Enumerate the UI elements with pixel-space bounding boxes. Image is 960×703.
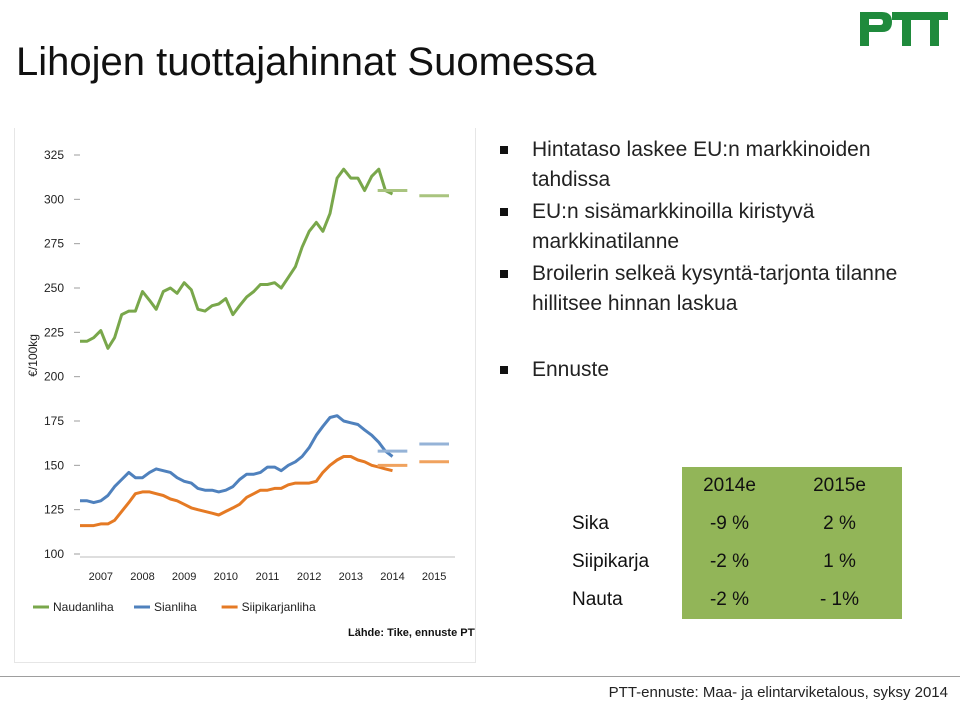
x-tick-label: 2011	[256, 571, 280, 583]
table-row: Sika -9 % 2 %	[562, 505, 902, 543]
x-tick-label: 2009	[172, 571, 196, 583]
bullet-square-icon	[500, 270, 508, 278]
footer-divider	[0, 676, 960, 677]
x-tick-label: 2012	[297, 571, 321, 583]
forecast-layer	[377, 188, 449, 467]
x-tick-label: 2015	[422, 571, 446, 583]
series-line-sianliha	[80, 414, 394, 505]
table-row: Nauta -2 % - 1%	[562, 581, 902, 619]
cell-2014: -2 %	[682, 581, 777, 619]
y-tick-label: 200	[44, 370, 64, 384]
x-tick-label: 2013	[339, 571, 363, 583]
series-layer	[80, 167, 394, 528]
cell-2014: -9 %	[682, 505, 777, 543]
row-label: Sika	[562, 505, 682, 543]
row-label: Siipikarja	[562, 543, 682, 581]
y-axis: 100 125 150 175 200 225 250 275 300 325	[44, 148, 80, 561]
y-tick-label: 300	[44, 192, 64, 206]
series-line-siipikarjanliha	[80, 455, 393, 528]
forecast-table: 2014e 2015e Sika -9 % 2 % Siipikarja -2 …	[562, 467, 902, 619]
y-tick-label: 250	[44, 281, 64, 295]
bullet-item: EU:n sisämarkkinoilla kiristyvä markkina…	[500, 197, 940, 257]
bullet-item: Broilerin selkeä kysyntä-tarjonta tilann…	[500, 259, 940, 319]
bullet-text: Hintataso laskee EU:n markkinoiden tahdi…	[532, 138, 871, 191]
table-header-2015: 2015e	[777, 467, 902, 505]
bullet-text: Ennuste	[532, 358, 610, 381]
y-tick-label: 325	[44, 148, 64, 162]
series-line-naudanliha	[80, 167, 394, 350]
bullet-text: Broilerin selkeä kysyntä-tarjonta tilann…	[532, 262, 898, 315]
y-tick-label: 175	[44, 414, 64, 428]
bullet-text: EU:n sisämarkkinoilla kiristyvä markkina…	[532, 200, 815, 253]
chart-source: Lähde: Tike, ennuste PTT	[348, 627, 475, 639]
bullet-list: Hintataso laskee EU:n markkinoiden tahdi…	[500, 135, 940, 387]
page-title: Lihojen tuottajahinnat Suomessa	[16, 40, 597, 84]
y-tick-label: 225	[44, 325, 64, 339]
legend-label: Sianliha	[154, 600, 197, 614]
chart-panel: 100 125 150 175 200 225 250 275 300 325 2007 2008 2…	[14, 128, 476, 663]
chart-legend: Naudanliha Sianliha Siipikarjanliha	[33, 600, 316, 614]
footer-note: PTT-ennuste: Maa- ja elintarviketalous, …	[608, 684, 948, 701]
x-tick-label: 2010	[214, 571, 238, 583]
y-tick-label: 125	[44, 503, 64, 517]
bullet-square-icon	[500, 146, 508, 154]
cell-2015: 1 %	[777, 543, 902, 581]
table-header-row: 2014e 2015e	[562, 467, 902, 505]
legend-label: Siipikarjanliha	[242, 600, 316, 614]
cell-2014: -2 %	[682, 543, 777, 581]
cell-2015: - 1%	[777, 581, 902, 619]
x-axis: 2007 2008 2009 2010 2011 2012 2013 2014 2015	[80, 556, 455, 583]
y-axis-label: €/100kg	[26, 334, 40, 377]
x-tick-label: 2007	[89, 571, 113, 583]
bullet-square-icon	[500, 208, 508, 216]
cell-2015: 2 %	[777, 505, 902, 543]
y-tick-label: 100	[44, 547, 64, 561]
table-header-2014: 2014e	[682, 467, 777, 505]
row-label: Nauta	[562, 581, 682, 619]
ptt-logo	[860, 12, 948, 46]
bullet-square-icon	[500, 366, 508, 374]
y-tick-label: 150	[44, 458, 64, 472]
table-corner-cell	[562, 467, 682, 505]
table-row: Siipikarja -2 % 1 %	[562, 543, 902, 581]
y-tick-label: 275	[44, 237, 64, 251]
bullet-item: Ennuste	[500, 355, 940, 385]
legend-label: Naudanliha	[53, 600, 114, 614]
bullet-item: Hintataso laskee EU:n markkinoiden tahdi…	[500, 135, 940, 195]
x-tick-label: 2014	[380, 571, 404, 583]
x-tick-label: 2008	[130, 571, 154, 583]
